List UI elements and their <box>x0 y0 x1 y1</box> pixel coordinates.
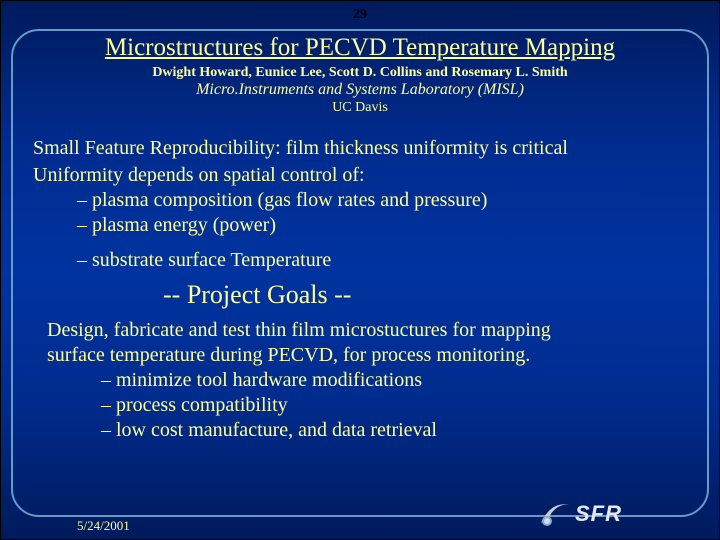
section1-line2: Uniformity depends on spatial control of… <box>33 163 689 188</box>
section2-line2: surface temperature during PECVD, for pr… <box>47 343 689 368</box>
logo-text: SFR <box>575 501 622 527</box>
slide-date: 5/24/2001 <box>77 518 130 534</box>
goals-heading: -- Project Goals -- <box>163 279 689 312</box>
slide-number: 29 <box>1 7 719 23</box>
section1-line1: Small Feature Reproducibility: film thic… <box>33 136 689 161</box>
slide-title: Microstructures for PECVD Temperature Ma… <box>1 34 719 62</box>
university-line: UC Davis <box>1 100 719 116</box>
logo-swoosh-icon <box>539 499 577 529</box>
section1-bullet: – substrate surface Temperature <box>77 248 689 273</box>
section2-bullet: – process compatibility <box>101 393 689 418</box>
section1-bullet: – plasma composition (gas flow rates and… <box>77 188 689 213</box>
section1-bullet: – plasma energy (power) <box>77 213 689 238</box>
lab-line: Micro.Instruments and Systems Laboratory… <box>1 81 719 99</box>
sfr-logo: SFR <box>539 497 649 531</box>
slide-body: Small Feature Reproducibility: film thic… <box>33 136 689 443</box>
section2-bullet: – low cost manufacture, and data retriev… <box>101 418 689 443</box>
section2-line1: Design, fabricate and test thin film mic… <box>47 318 689 343</box>
authors-line: Dwight Howard, Eunice Lee, Scott D. Coll… <box>1 65 719 81</box>
slide: 29 Microstructures for PECVD Temperature… <box>0 0 720 540</box>
section2-bullet: – minimize tool hardware modifications <box>101 368 689 393</box>
